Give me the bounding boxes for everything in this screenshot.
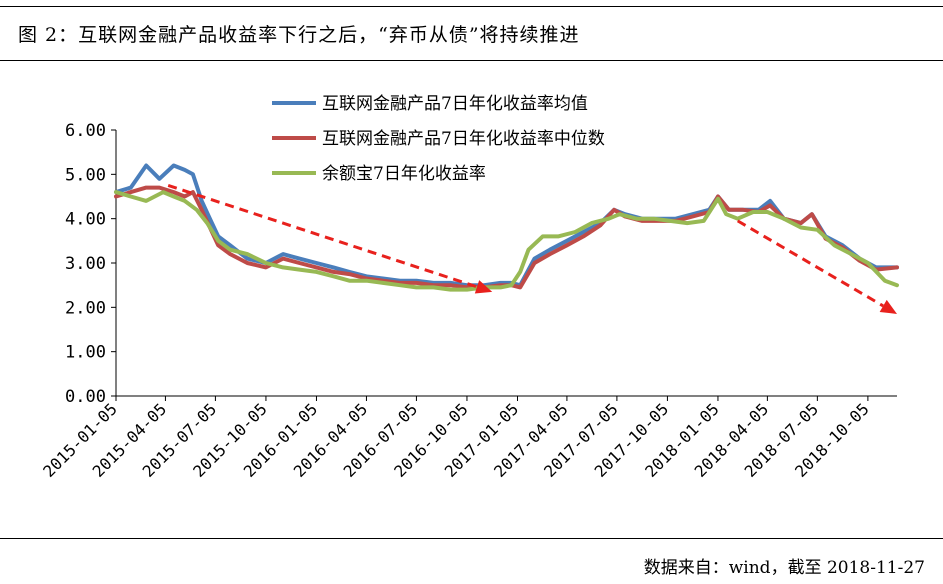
- y-tick-label: 6.00: [65, 121, 106, 141]
- series-line-1: [114, 185, 899, 290]
- source-note: 数据来自：wind，截至 2018-11-27: [643, 558, 925, 578]
- chart-legend: 互联网金融产品7日年化收益率均值互联网金融产品7日年化收益率中位数余额宝7日年化…: [272, 94, 605, 184]
- legend-item-2: 余额宝7日年化收益率: [272, 164, 486, 184]
- y-tick-label: 3.00: [65, 254, 106, 274]
- series-line-0: [114, 163, 899, 288]
- series-layer: [114, 163, 899, 292]
- y-tick-label: 5.00: [65, 165, 106, 185]
- y-tick-label: 0.00: [65, 387, 106, 407]
- y-tick-label: 1.00: [65, 343, 106, 363]
- series-line-2: [114, 190, 899, 292]
- y-tick-label: 4.00: [65, 210, 106, 230]
- top-rule: [0, 6, 943, 7]
- legend-label: 互联网金融产品7日年化收益率中位数: [322, 129, 605, 149]
- legend-item-0: 互联网金融产品7日年化收益率均值: [272, 94, 588, 114]
- figure-title: 图 2：互联网金融产品收益率下行之后，“弃币从债”将持续推进: [18, 24, 580, 46]
- legend-item-1: 互联网金融产品7日年化收益率中位数: [272, 129, 605, 149]
- annotation-layer: [167, 183, 897, 314]
- y-tick-label: 2.00: [65, 298, 106, 318]
- bottom-rule: [0, 538, 943, 539]
- legend-label: 余额宝7日年化收益率: [322, 164, 486, 184]
- trend-arrow-0: [167, 183, 493, 294]
- legend-label: 互联网金融产品7日年化收益率均值: [322, 94, 588, 114]
- trend-arrow-1: [736, 219, 897, 314]
- title-rule: [0, 60, 943, 61]
